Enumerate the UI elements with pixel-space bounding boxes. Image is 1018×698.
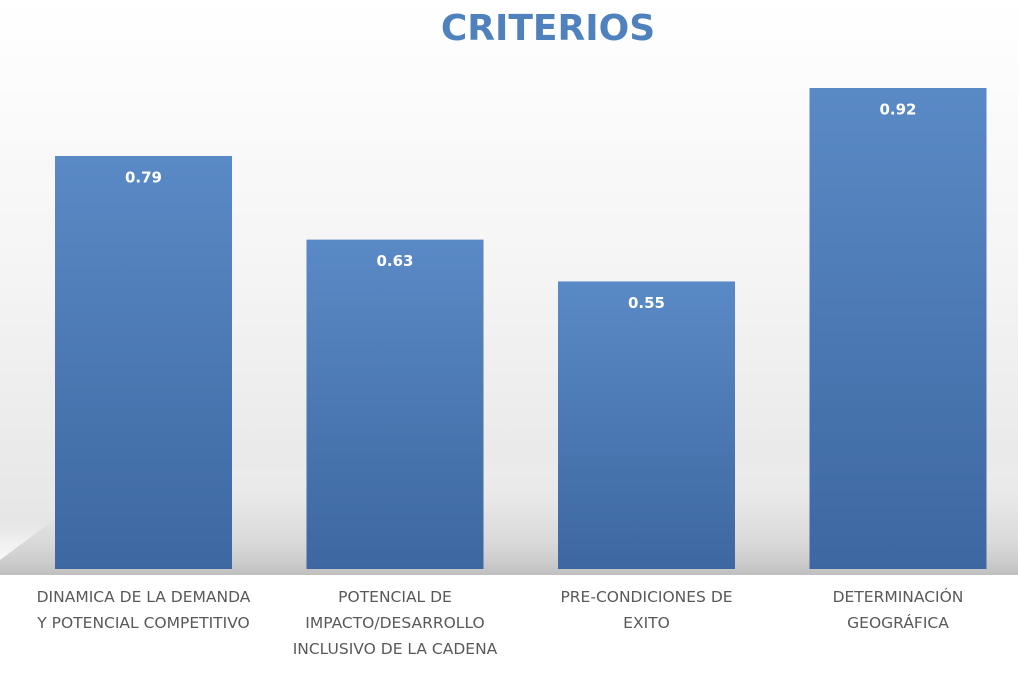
x-tick-label: POTENCIAL DE IMPACTO/DESARROLLO INCLUSIV… — [292, 588, 498, 658]
value-label: 0.79 — [125, 168, 162, 186]
value-label: 0.63 — [376, 252, 413, 270]
bar — [809, 88, 987, 569]
shadow — [0, 455, 1018, 575]
chart-title: CRITERIOS — [441, 8, 655, 49]
x-tick-label: PRE-CONDICIONES DE EXITO — [560, 588, 733, 632]
bar — [558, 281, 735, 569]
value-label: 0.92 — [879, 101, 916, 119]
bar — [55, 155, 232, 569]
value-label: 0.55 — [628, 294, 665, 312]
bar — [306, 239, 484, 569]
x-tick-label: DINAMICA DE LA DEMANDA Y POTENCIAL COMPE… — [36, 588, 251, 632]
x-tick-label: DETERMINACIÓN GEOGRÁFICA — [832, 588, 964, 632]
